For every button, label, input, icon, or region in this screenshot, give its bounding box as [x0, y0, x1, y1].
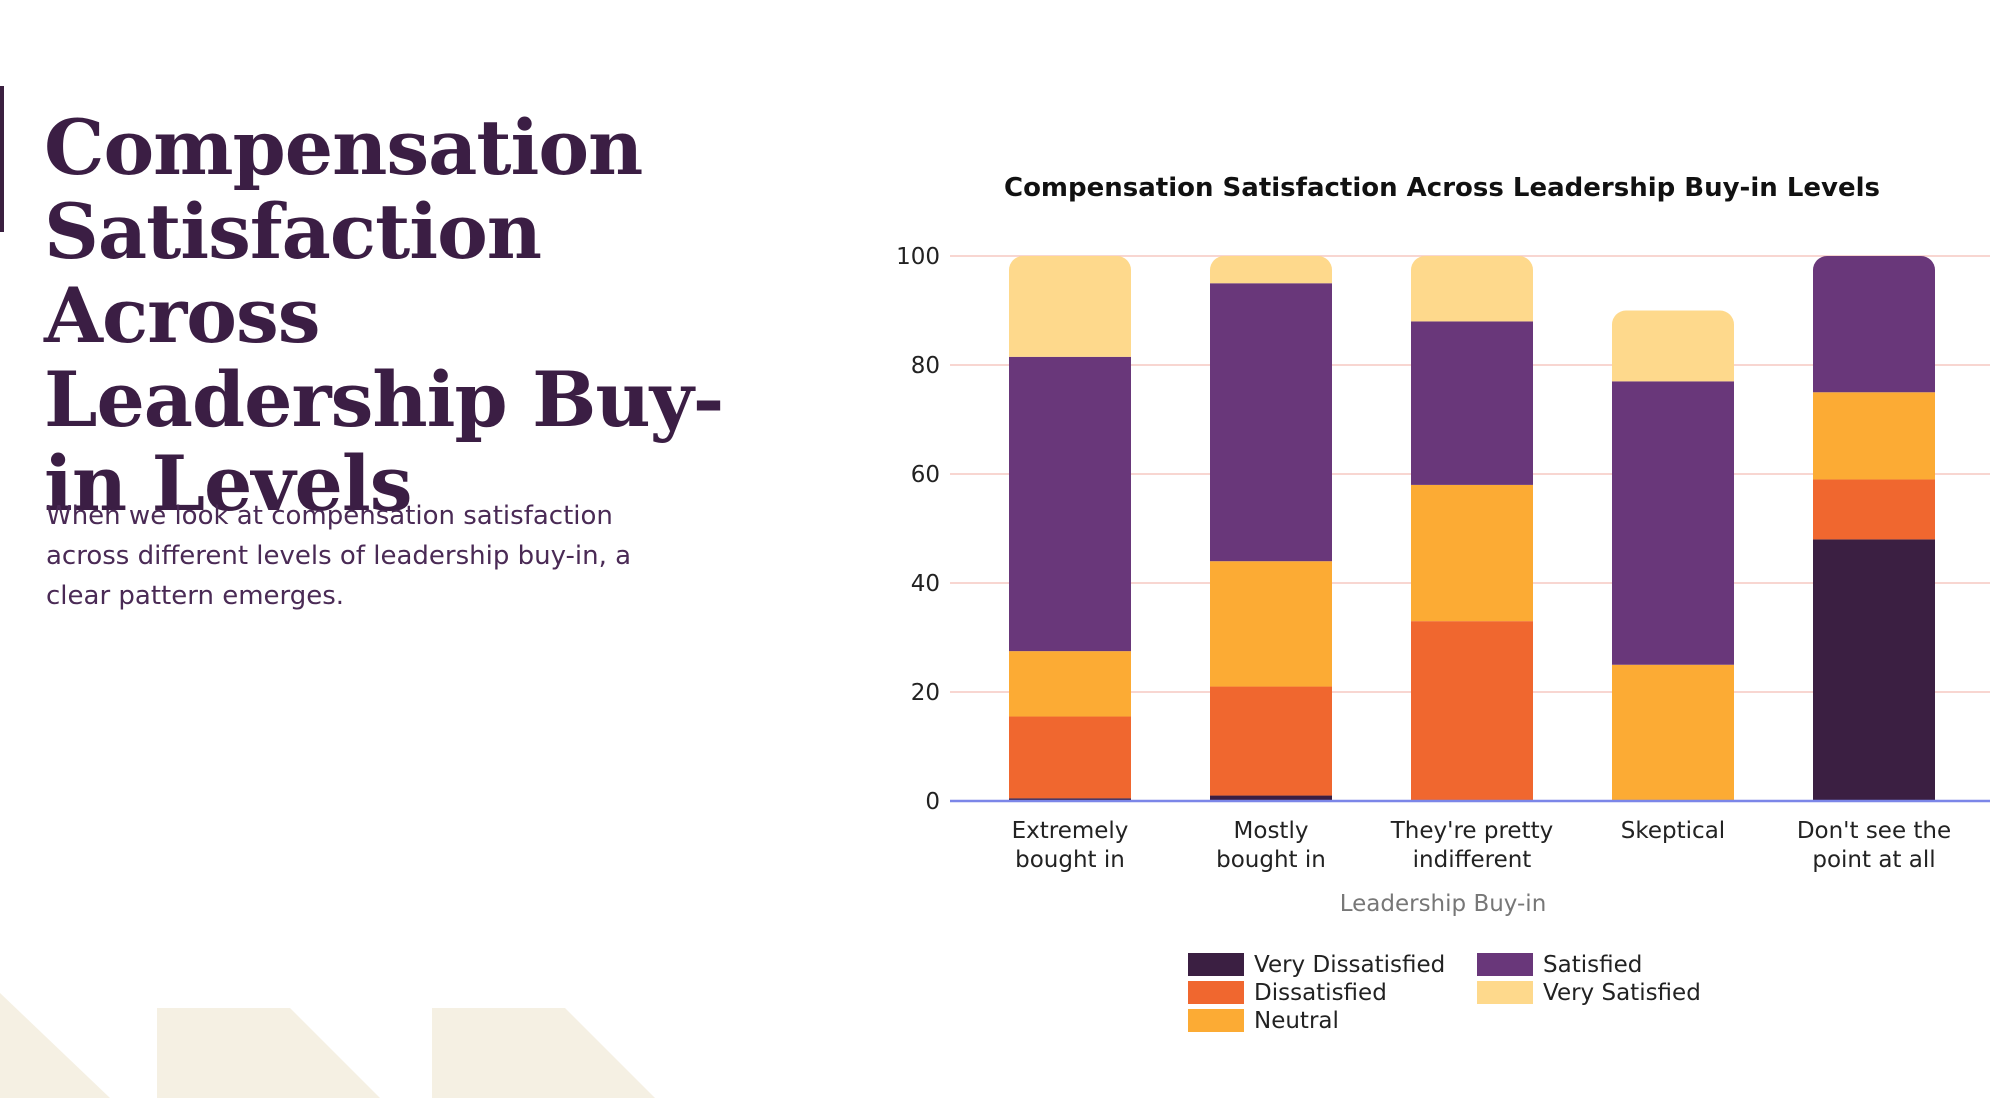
bar-segment	[1612, 381, 1734, 665]
bar-segment	[1612, 664, 1734, 801]
decorative-shapes	[0, 993, 655, 1098]
page-description: When we look at compensation satisfactio…	[46, 501, 632, 611]
x-tick-label: Don't see the	[1797, 818, 1951, 844]
legend-label: Satisfied	[1543, 952, 1642, 978]
bar-stack	[1411, 256, 1533, 801]
legend-label: Very Satisfied	[1543, 980, 1701, 1006]
bar-stack	[1813, 256, 1935, 801]
legend-label: Dissatisfied	[1254, 980, 1387, 1006]
bar-segment	[1210, 256, 1332, 284]
y-tick-label: 20	[911, 680, 940, 706]
legend-swatch	[1188, 953, 1244, 976]
legend-label: Neutral	[1254, 1008, 1339, 1034]
bar-segment	[1210, 561, 1332, 687]
x-tick-label: Extremely	[1012, 818, 1129, 844]
y-tick-label: 40	[911, 571, 940, 597]
bar-segment	[1411, 484, 1533, 622]
x-tick-label: Mostly	[1234, 818, 1309, 844]
y-tick-label: 60	[911, 462, 940, 488]
decor-shape-1	[0, 993, 110, 1098]
x-axis-label: Leadership Buy-in	[1340, 891, 1547, 917]
bar-segment	[1813, 256, 1935, 393]
bar-segment	[1411, 321, 1533, 485]
y-tick-label: 100	[896, 244, 940, 270]
bar-stack	[1612, 310, 1734, 801]
x-tick-label: bought in	[1015, 847, 1125, 873]
decor-shape-2	[157, 1008, 380, 1098]
legend-label: Very Dissatisfied	[1254, 952, 1445, 978]
bar-stack	[1210, 256, 1332, 801]
bar-segment	[1813, 539, 1935, 801]
title-accent-bar	[0, 86, 4, 232]
page-title: Compensation Satisfaction Across Leaders…	[44, 103, 724, 528]
bar-segment	[1813, 479, 1935, 540]
x-tick-label: bought in	[1216, 847, 1326, 873]
bar-stack	[1009, 256, 1131, 801]
bar-segment	[1612, 310, 1734, 382]
bar-segment	[1210, 795, 1332, 801]
x-tick-label: indifferent	[1413, 847, 1532, 873]
y-tick-label: 80	[911, 353, 940, 379]
bar-segment	[1009, 651, 1131, 717]
bar-segment	[1813, 392, 1935, 480]
legend-swatch	[1477, 981, 1533, 1004]
bar-segment	[1009, 716, 1131, 799]
legend-swatch	[1188, 981, 1244, 1004]
bar-segment	[1009, 256, 1131, 357]
decor-shape-3	[432, 1008, 655, 1098]
x-tick-label: Skeptical	[1621, 818, 1725, 844]
legend-swatch	[1188, 1009, 1244, 1032]
bar-segment	[1411, 621, 1533, 801]
bar-segment	[1210, 283, 1332, 562]
bar-segment	[1210, 686, 1332, 796]
y-tick-label: 0	[925, 789, 940, 815]
x-tick-label: point at all	[1812, 847, 1935, 873]
bar-segment	[1411, 256, 1533, 322]
bar-segment	[1009, 798, 1131, 801]
x-tick-label: They're pretty	[1390, 818, 1553, 844]
chart-title: Compensation Satisfaction Across Leaders…	[1004, 173, 1880, 203]
bar-segment	[1009, 356, 1131, 652]
legend-swatch	[1477, 953, 1533, 976]
